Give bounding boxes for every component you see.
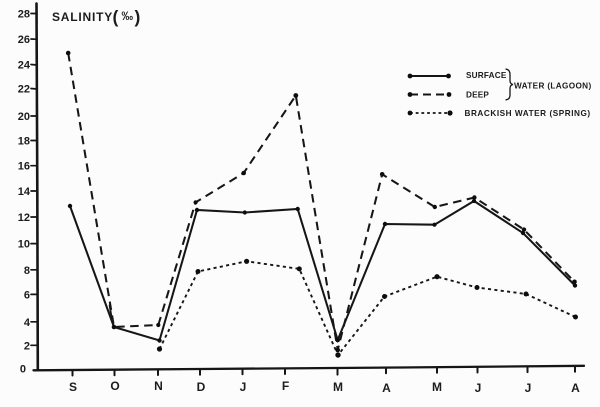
svg-text:A: A	[571, 381, 580, 395]
svg-text:SALINITY: SALINITY	[52, 10, 113, 24]
svg-text:J: J	[525, 381, 532, 395]
svg-text:‰: ‰	[122, 11, 134, 23]
svg-text:2: 2	[24, 340, 30, 352]
svg-text:26: 26	[18, 34, 30, 46]
svg-text:S: S	[69, 380, 77, 394]
svg-text:D: D	[197, 380, 206, 394]
svg-text:SURFACE: SURFACE	[466, 71, 507, 80]
svg-text:14: 14	[18, 186, 31, 198]
svg-text:): )	[135, 7, 141, 27]
svg-text:BRACKISH WATER (SPRING): BRACKISH WATER (SPRING)	[465, 109, 591, 118]
svg-text:18: 18	[18, 136, 30, 148]
svg-text:28: 28	[18, 9, 30, 21]
svg-text:O: O	[110, 379, 119, 393]
svg-text:N: N	[154, 379, 163, 393]
svg-text:12: 12	[18, 212, 30, 224]
svg-text:0: 0	[20, 364, 26, 376]
svg-text:4: 4	[24, 317, 31, 329]
svg-text:8: 8	[24, 265, 30, 277]
svg-text:M: M	[432, 380, 442, 394]
svg-text:20: 20	[18, 111, 30, 123]
svg-text:6: 6	[24, 289, 30, 301]
svg-text:10: 10	[18, 239, 30, 251]
svg-text:16: 16	[18, 161, 30, 173]
svg-text:(: (	[113, 7, 119, 27]
svg-text:24: 24	[18, 60, 31, 72]
svg-text:M: M	[333, 380, 343, 394]
svg-text:J: J	[475, 381, 482, 395]
svg-text:22: 22	[18, 84, 30, 96]
svg-text:WATER (LAGOON): WATER (LAGOON)	[514, 82, 592, 91]
svg-text:A: A	[382, 381, 391, 395]
svg-text:J: J	[240, 380, 247, 394]
svg-text:DEEP: DEEP	[466, 91, 489, 100]
svg-text:F: F	[282, 379, 289, 393]
